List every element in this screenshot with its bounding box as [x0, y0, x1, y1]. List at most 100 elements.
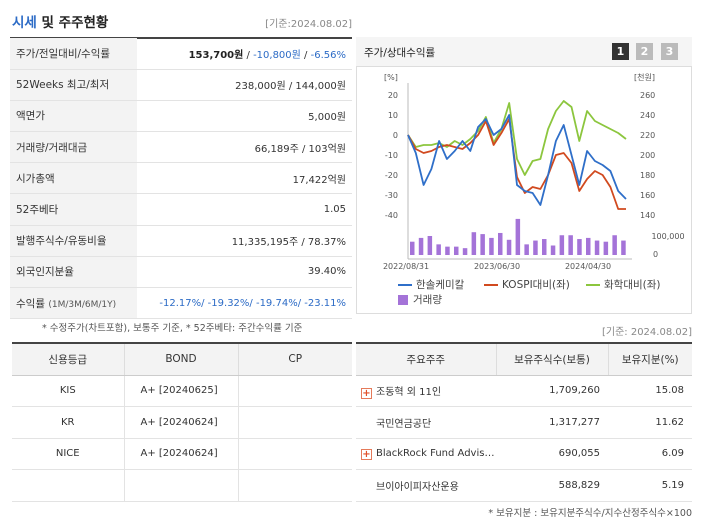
info-row: 거래량/거래대금 66,189주 / 103억원 [10, 131, 352, 164]
info-label: 52Weeks 최고/최저 [10, 69, 137, 101]
basis-date-2: [기준: 2024.08.02] [601, 327, 692, 338]
pct-cell: 15.08 [608, 375, 692, 407]
col-header: 신용등급 [12, 342, 125, 376]
legend-line-icon [398, 284, 412, 286]
y-right-tick-label: 240 [640, 111, 655, 120]
y-left-tick-label: 0 [393, 131, 398, 140]
info-label: 발행주식수/유동비율 [10, 225, 137, 257]
col-header: 주요주주 [356, 342, 497, 376]
y-right-tick-label: 220 [640, 131, 655, 140]
volume-bar [559, 235, 565, 255]
volume-bar [462, 248, 468, 255]
info-label: 거래량/거래대금 [10, 131, 137, 164]
info-row: 발행주식수/유동비율 11,335,195주 / 78.37% [10, 225, 352, 257]
volume-bar [586, 237, 591, 255]
volume-bar [542, 239, 547, 255]
x-tick-label: 2022/08/31 [383, 262, 429, 271]
footnote: * 수정주가(차트포함), 보통주 기준, * 52주베타: 주간수익률 기준 [42, 323, 303, 334]
footnote-2: * 보유지분 : 보유지분주식수/지수산정주식수×100 [488, 508, 692, 519]
volume-bar [577, 239, 582, 255]
basis-date: [기준:2024.08.02] [265, 19, 352, 30]
volume-axis-zero: 0 [653, 250, 658, 259]
current-price: 153,700원 [188, 49, 244, 61]
legend-s2-label: KOSPI대비(좌) [502, 279, 570, 291]
table-row: KIS A+ [20240625] [12, 375, 352, 407]
chart-tab-2[interactable]: 2 [636, 43, 653, 60]
y-right-tick-label: 140 [640, 211, 655, 220]
section-title: 시세 및 주주현황 [12, 11, 108, 31]
shares-cell: 690,055 [496, 438, 608, 470]
holder-name: 국민연금공단 [376, 418, 432, 430]
agency-cell: KIS [12, 375, 125, 407]
shares-cell: 1,709,260 [496, 375, 608, 407]
volume-bar [533, 240, 538, 255]
price-change-pct: -6.56% [310, 49, 346, 61]
holder-name-cell: + BlackRock Fund Advis… [356, 438, 496, 470]
price-chart: 20 10 0 -10 -20 -30 -40 260 240 220 200 180 160 140 20… [383, 72, 685, 271]
volume-bar [454, 246, 459, 255]
volume-bar [445, 246, 450, 255]
bond-cell [124, 469, 239, 502]
chart-title: 주가/상대수익률 [364, 47, 436, 59]
info-value: 39.40% [137, 256, 352, 289]
chart-tab-3[interactable]: 3 [661, 43, 678, 60]
volume-bar [515, 218, 521, 255]
legend-volume: 거래량 [398, 292, 442, 307]
table-row: + 조동혁 외 11인 1,709,260 15.08 [356, 375, 692, 407]
table-row: 국민연금공단 1,317,277 11.62 [356, 406, 692, 439]
y-left-tick-label: -10 [385, 151, 398, 160]
legend-line-icon [586, 284, 600, 286]
return-values: -12.17%/ -19.32%/ -19.74%/ -23.11% [137, 287, 352, 320]
info-label: 시가총액 [10, 162, 137, 195]
table-row: 브이아이피자산운용 588,829 5.19 [356, 469, 692, 502]
x-tick-label: 2024/04/30 [565, 262, 611, 271]
holder-name: BlackRock Fund Advis… [376, 447, 495, 459]
legend-s1-label: 한솔케미칼 [416, 279, 465, 291]
y-right-tick-label: 260 [640, 91, 655, 100]
series-line-s2 [407, 118, 626, 210]
info-value: 238,000원 / 144,000원 [137, 69, 352, 101]
return-periods: (1M/3M/6M/1Y) [48, 299, 117, 310]
info-value: 1.05 [137, 193, 352, 226]
volume-bar [550, 245, 556, 255]
y-left-tick-label: 10 [388, 111, 398, 120]
chart-tab-1[interactable]: 1 [612, 43, 629, 60]
volume-bar [594, 240, 600, 255]
legend-volume-label: 거래량 [413, 294, 442, 306]
cp-cell [238, 438, 352, 470]
holder-name: 브이아이피자산운용 [376, 481, 459, 493]
expand-plus-icon[interactable]: + [361, 387, 372, 399]
volume-bar [427, 236, 433, 255]
table-row: NICE A+ [20240624] [12, 438, 352, 470]
expand-plus-icon[interactable]: + [361, 448, 372, 460]
series-line-s1 [407, 114, 627, 206]
volume-bar [568, 235, 573, 255]
y-right-tick-label: 200 [640, 151, 655, 160]
volume-bar [621, 240, 626, 255]
legend-s3: 화학대비(좌) [586, 277, 661, 292]
col-header: 보유주식수(보통) [496, 342, 609, 376]
volume-bar [410, 241, 415, 255]
y-right-tick-label: 160 [640, 191, 655, 200]
holder-name-cell: 브이아이피자산운용 [356, 469, 496, 502]
volume-bar [489, 237, 494, 255]
agency-cell: KR [12, 406, 125, 439]
table-row [12, 469, 352, 502]
info-value: 153,700원 / -10,800원 / -6.56% [137, 38, 352, 70]
info-value: 66,189주 / 103억원 [137, 131, 352, 164]
volume-bar [524, 244, 529, 255]
volume-bar [506, 239, 512, 255]
info-label: 주가/전일대비/수익률 [10, 38, 137, 70]
volume-bar [436, 244, 441, 255]
table-row: KR A+ [20240624] [12, 406, 352, 439]
holder-name: 조동혁 외 11인 [376, 386, 442, 398]
y-left-tick-label: -20 [385, 171, 398, 180]
table-row: + BlackRock Fund Advis… 690,055 6.09 [356, 438, 692, 470]
cp-cell [238, 375, 352, 407]
info-row: 액면가 5,000원 [10, 100, 352, 133]
legend-s3-label: 화학대비(좌) [604, 279, 661, 291]
x-tick-label: 2023/06/30 [474, 262, 520, 271]
info-value: 5,000원 [137, 100, 352, 133]
table-header: 신용등급 BOND CP [12, 342, 352, 376]
info-value: 11,335,195주 / 78.37% [137, 225, 352, 257]
